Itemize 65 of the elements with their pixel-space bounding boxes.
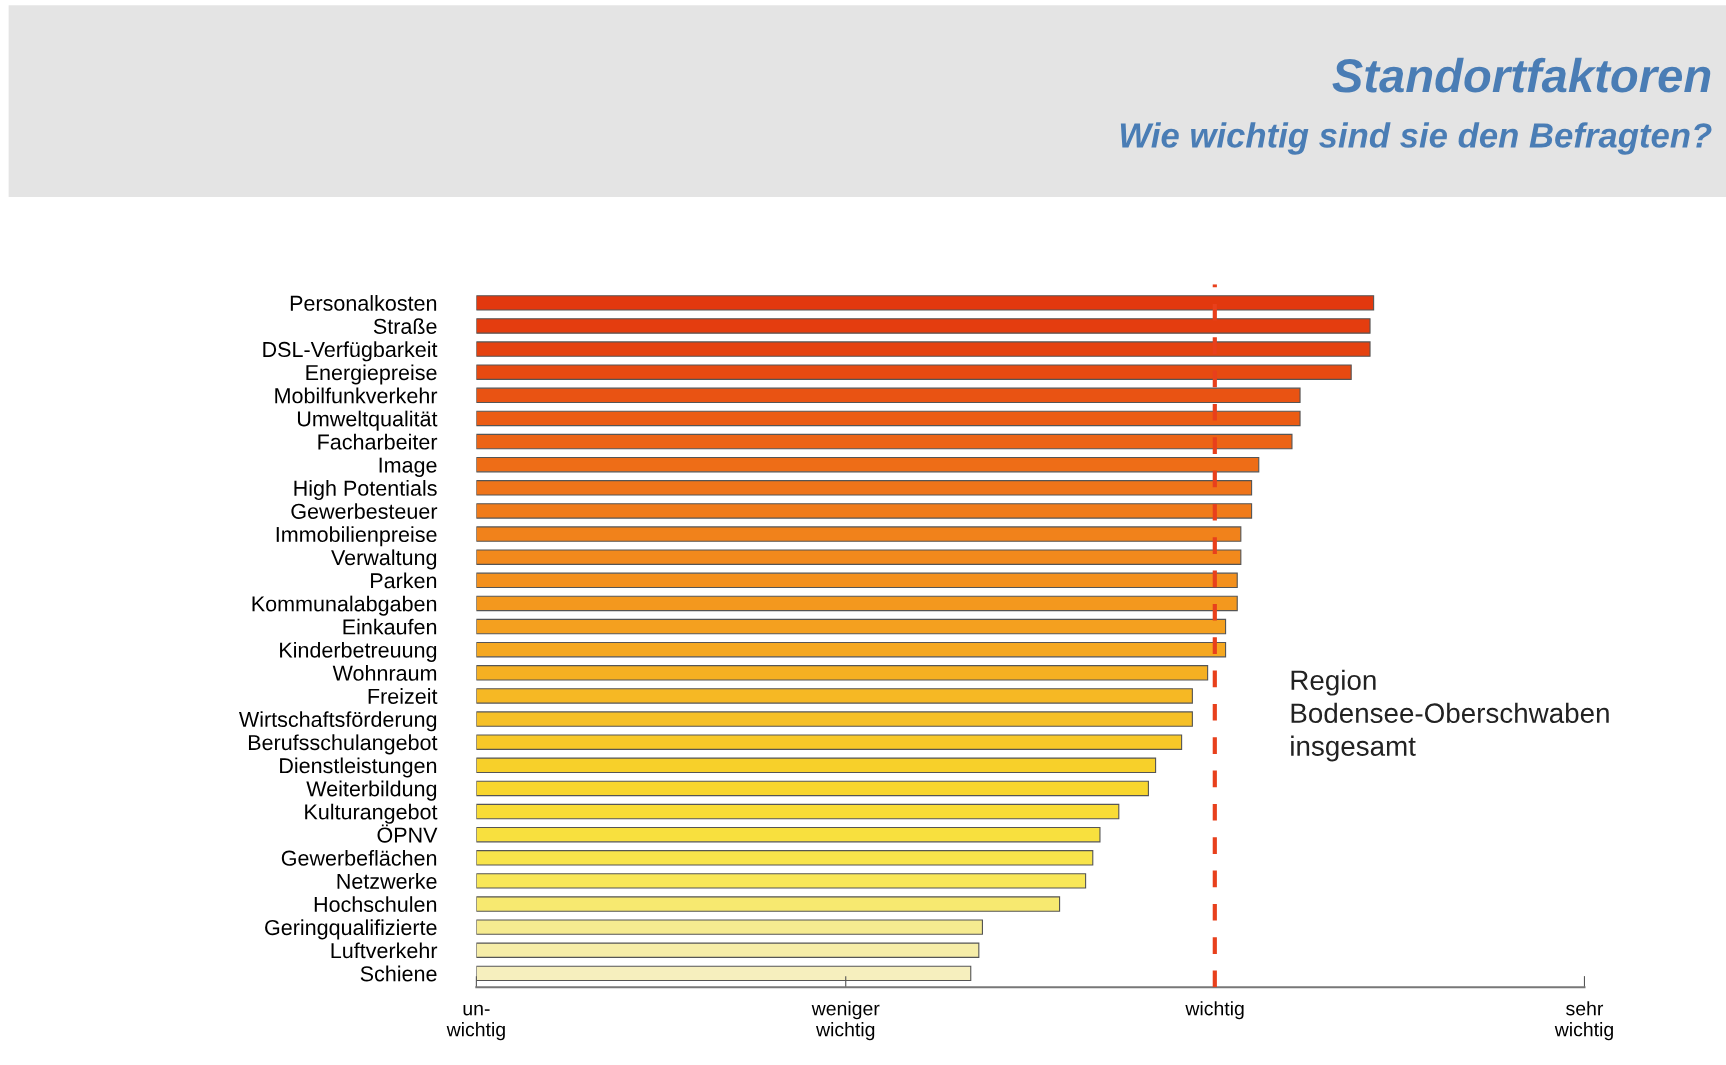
y-tick-label: Freizeit (368, 688, 438, 704)
bar (476, 757, 1157, 774)
y-tick-label: Luftverkehr (331, 942, 438, 959)
y-tick-label: Netzwerke (337, 873, 437, 889)
bar (476, 618, 1227, 635)
y-tick-label: Gewerbeflächen (281, 849, 437, 866)
y-tick-label: Wohnraum (332, 665, 437, 681)
y-tick-label: Personalkosten (290, 295, 437, 311)
bar (476, 688, 1193, 704)
y-tick-label: Immobilienpreise (276, 526, 437, 547)
bar (476, 942, 980, 958)
y-tick-label: Dienstleistungen (280, 757, 437, 778)
chart-title: Standortfaktoren (1332, 57, 1711, 93)
bar (476, 433, 1293, 450)
y-tick-label: Image (379, 457, 437, 477)
y-tick-label: Gewerbesteuer (291, 503, 438, 519)
bar (476, 965, 972, 982)
y-tick-label: Parken (371, 572, 437, 589)
bar (476, 387, 1301, 404)
y-tick-label: DSL-Verfügbarkeit (263, 341, 438, 362)
y-tick-label: Umweltqualität (297, 410, 438, 431)
bar (476, 641, 1227, 658)
bar (476, 896, 1061, 912)
y-tick-label: High Potentials (294, 480, 437, 501)
y-tick-label: Mobilfunkverkehr (275, 387, 438, 404)
y-tick-label: Hochschulen (314, 896, 437, 913)
y-tick-label: ÖPNV (377, 824, 438, 843)
bar (476, 711, 1193, 727)
bar (476, 803, 1120, 820)
bar (476, 734, 1183, 750)
y-tick-label: Verwaltung (331, 549, 437, 570)
y-tick-label: Weiterbildung (306, 780, 437, 801)
text: sehr wichtig (1554, 1001, 1613, 1041)
y-tick-label: Wirtschaftsförderung (238, 711, 437, 732)
bar (476, 295, 1375, 311)
text: wichtig (1185, 1001, 1244, 1020)
y-tick-label: Kulturangebot (305, 803, 438, 824)
bar (476, 665, 1209, 681)
text: weniger wichtig (811, 1001, 880, 1041)
bar (476, 456, 1260, 473)
chart-subtitle: Wie wichtig sind sie den Befragten? (1120, 122, 1712, 155)
y-tick-label: Energiepreise (306, 364, 437, 385)
bar (476, 826, 1101, 843)
bar (476, 549, 1242, 565)
bar (476, 595, 1238, 612)
y-tick-label: Kommunalabgaben (252, 595, 437, 616)
y-tick-label: Straße (373, 318, 437, 334)
bar (476, 572, 1238, 589)
bar (476, 480, 1253, 496)
text: un- wichtig (446, 1004, 505, 1041)
bar (476, 526, 1242, 542)
bar (476, 503, 1253, 519)
bar (476, 780, 1149, 797)
y-tick-label: Schiene (360, 965, 437, 982)
y-tick-label: Berufsschulangebot (248, 734, 438, 755)
y-tick-label: Kinderbetreuung (280, 641, 437, 662)
bar (476, 318, 1371, 334)
y-tick-label: Geringqualifizierte (265, 919, 437, 940)
bar (476, 919, 983, 935)
annotation: Region Bodensee-Oberschwaben insgesamt (1291, 669, 1609, 762)
bar (476, 410, 1301, 427)
y-tick-label: Einkaufen (343, 618, 437, 635)
bar (476, 873, 1087, 889)
bar (476, 850, 1094, 866)
y-tick-label: Facharbeiter (318, 433, 438, 450)
